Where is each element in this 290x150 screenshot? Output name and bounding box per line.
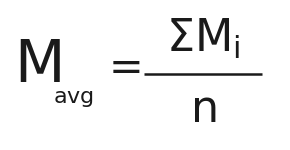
Text: $\mathsf{avg}$: $\mathsf{avg}$ xyxy=(53,89,95,109)
Text: $\mathsf{n}$: $\mathsf{n}$ xyxy=(190,88,216,131)
Text: $\mathsf{=}$: $\mathsf{=}$ xyxy=(100,45,141,87)
Text: $\mathsf{M}$: $\mathsf{M}$ xyxy=(14,38,61,94)
Text: $\mathsf{\Sigma M_i}$: $\mathsf{\Sigma M_i}$ xyxy=(166,17,240,61)
